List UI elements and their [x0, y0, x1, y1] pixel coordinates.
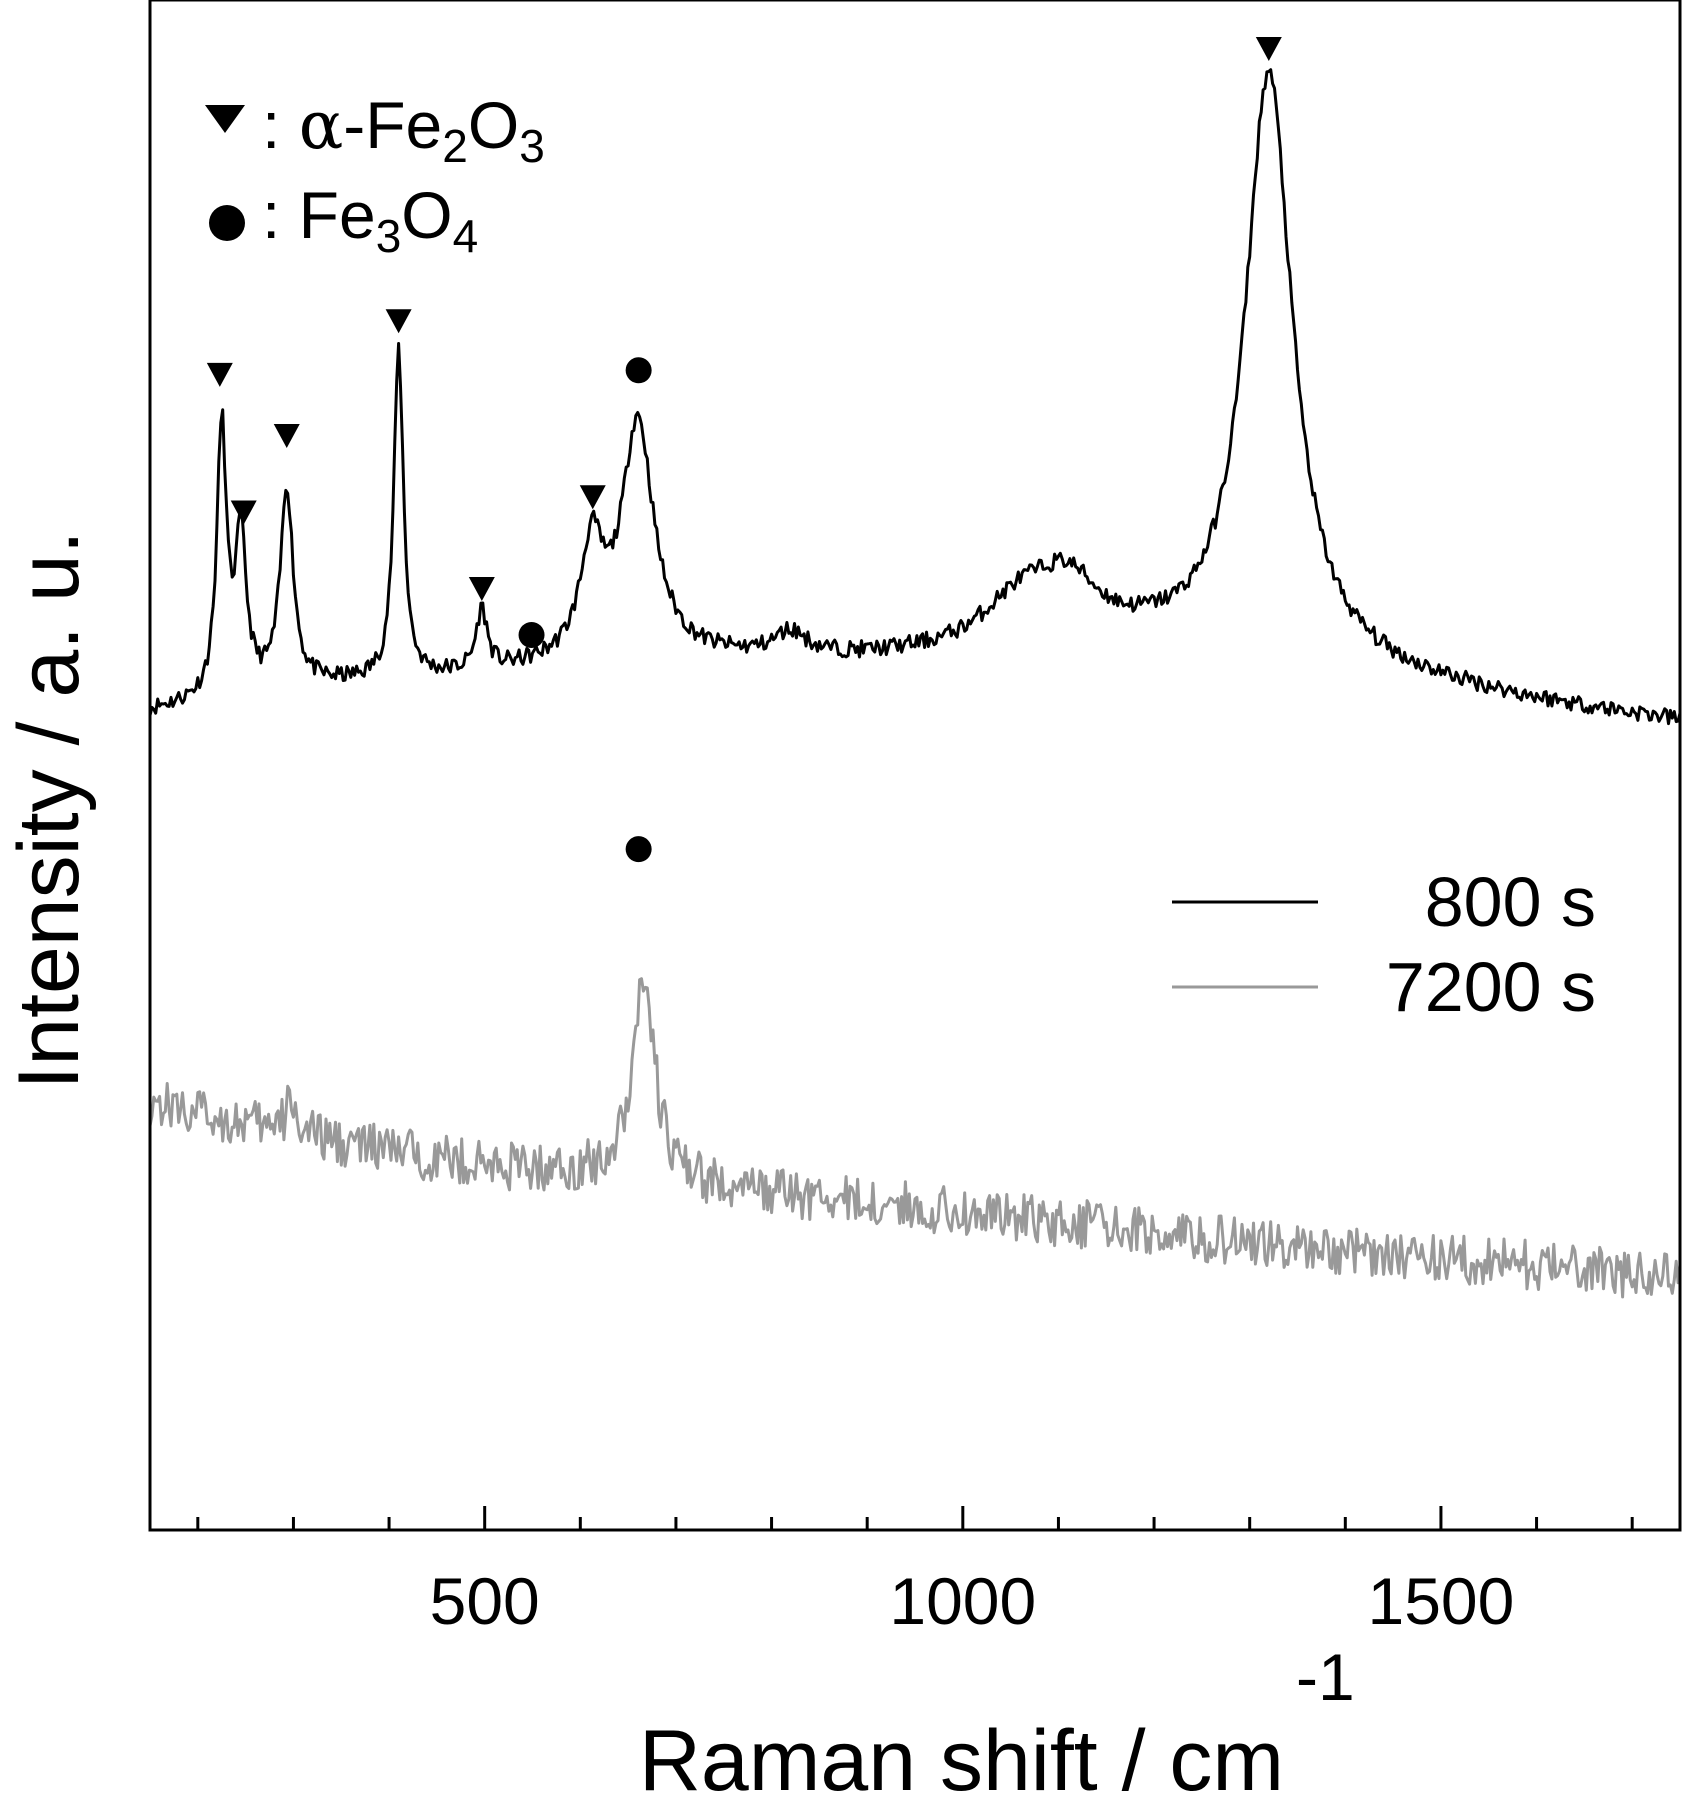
fe2o3-sub-2: 2: [442, 120, 468, 172]
series-layer: [148, 68, 1682, 1299]
series-line-7200-s: [148, 977, 1682, 1299]
alpha-fe2o3-peak-marker: [206, 362, 233, 387]
fe3o4-peak-marker: [625, 836, 652, 863]
legend-label-7200s: 7200 s: [1386, 948, 1596, 1026]
x-axis-ticks: [196, 1506, 1634, 1530]
y-axis-label: Intensity / a. u.: [1, 530, 97, 1089]
x-axis-tick-labels: 500 1000 1500: [430, 1564, 1515, 1638]
fe3o4-o: O: [401, 178, 452, 252]
legend: 800 s 7200 s: [1172, 863, 1596, 1026]
triangle-marker-icon: [205, 105, 245, 133]
x-tick-label: 500: [430, 1564, 540, 1638]
alpha-fe2o3-peak-marker: [1255, 36, 1282, 61]
fe3o4-peak-marker: [518, 621, 545, 648]
marker-key: : α-Fe2O3 : Fe3O4: [205, 87, 545, 262]
legend-label-800s: 800 s: [1425, 863, 1596, 941]
x-axis-label-group: Raman shift / cm -1: [639, 1640, 1355, 1800]
alpha-fe2o3-peak-marker: [579, 485, 606, 510]
circle-marker-icon: [209, 205, 245, 241]
alpha-fe2o3-peak-marker: [385, 309, 412, 334]
x-axis-label-superscript: -1: [1296, 1640, 1355, 1714]
fe3o4-sub-4: 4: [453, 210, 479, 262]
series-line-800-s: [148, 68, 1682, 726]
fe3o4-peak-marker: [625, 357, 652, 384]
peak-marker-layer: [206, 36, 1282, 863]
fe2o3-prefix: -Fe: [343, 88, 442, 162]
fe2o3-sub-3: 3: [519, 120, 545, 172]
fe3o4-sub-3: 3: [376, 210, 402, 262]
fe2o3-o: O: [468, 88, 519, 162]
alpha-fe2o3-peak-marker: [273, 424, 300, 449]
x-axis-label: Raman shift / cm: [639, 1713, 1284, 1800]
alpha-fe2o3-peak-marker: [468, 577, 495, 602]
alpha-fe2o3-peak-marker: [230, 500, 257, 525]
marker-key-fe3o4: : Fe3O4: [262, 178, 478, 262]
x-tick-label: 1000: [889, 1564, 1036, 1638]
alpha-symbol: α: [299, 87, 344, 164]
plot-frame: [148, 0, 1682, 1532]
marker-key-alpha-fe2o3: : α-Fe2O3: [262, 87, 545, 172]
x-tick-label: 1500: [1368, 1564, 1515, 1638]
